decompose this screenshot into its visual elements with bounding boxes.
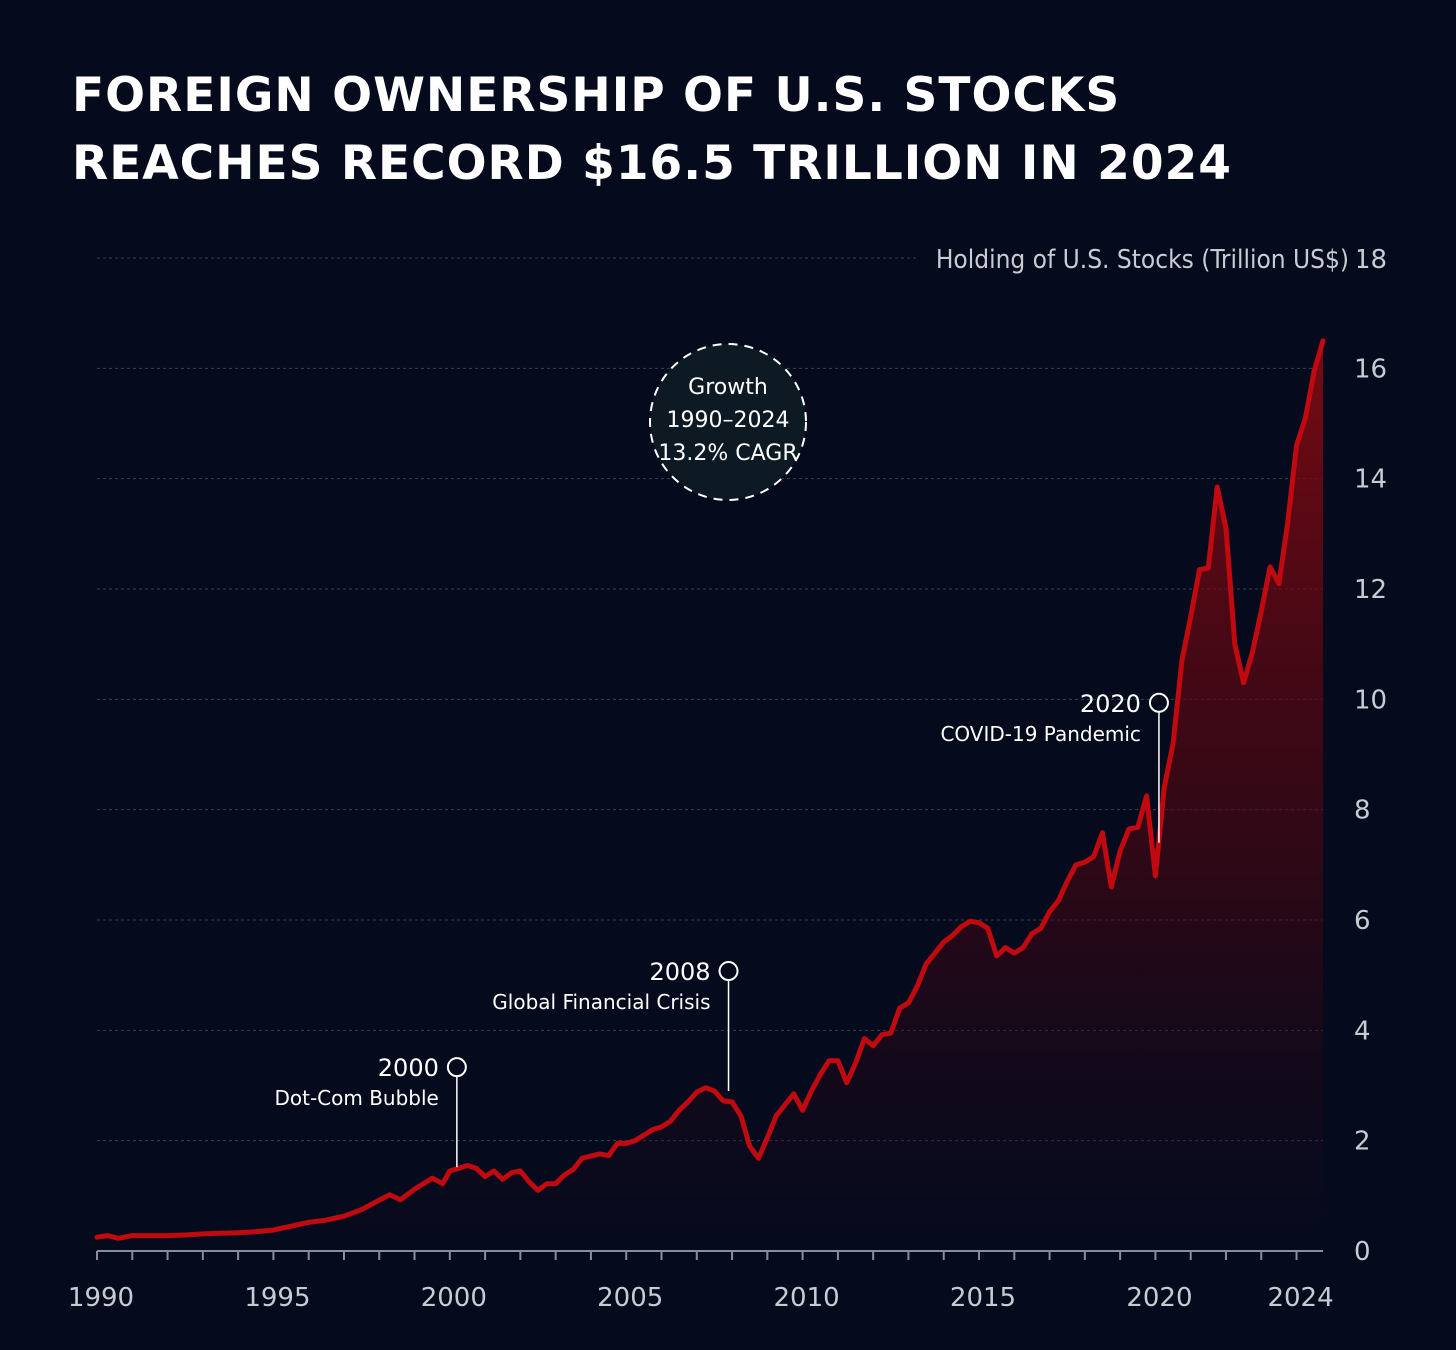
x-axis-ticks: 1990 1995 2000 2005 2010 2015 2020 2024 (68, 1251, 1334, 1313)
annotation-label-2020: COVID-19 Pandemic (940, 722, 1141, 746)
x-tick-label-1990: 1990 (68, 1283, 134, 1313)
y-tick-label-0: 0 (1354, 1237, 1371, 1267)
y-axis-label-background (918, 241, 1358, 277)
annotation-2000: 2000 Dot-Com Bubble (274, 1054, 467, 1168)
annotation-label-2000: Dot-Com Bubble (274, 1086, 438, 1110)
annotation-marker-2008 (718, 961, 739, 982)
y-tick-label-6: 6 (1354, 906, 1371, 936)
y-axis-label: Holding of U.S. Stocks (Trillion US$) (936, 245, 1349, 275)
x-tick-label-2015: 2015 (950, 1283, 1016, 1313)
annotation-year-2020: 2020 (1080, 690, 1141, 718)
badge-line-2: 1990–2024 (667, 408, 790, 433)
x-tick-label-2010: 2010 (774, 1283, 840, 1313)
annotation-year-2000: 2000 (378, 1054, 439, 1082)
y-tick-label-2: 2 (1354, 1127, 1371, 1157)
x-tick-label-2020: 2020 (1126, 1283, 1192, 1313)
x-tick-label-2000: 2000 (421, 1283, 487, 1313)
y-tick-label-10: 10 (1354, 685, 1387, 715)
chart-title-line-1: FOREIGN OWNERSHIP OF U.S. STOCKS (72, 68, 1121, 123)
x-tick-label-2005: 2005 (597, 1283, 663, 1313)
chart-title: FOREIGN OWNERSHIP OF U.S. STOCKS REACHES… (72, 62, 1372, 198)
annotations: 2000 Dot-Com Bubble 2008 Global Financial C… (274, 690, 1169, 1168)
x-tick-label-1995: 1995 (244, 1283, 310, 1313)
badge-line-3: 13.2% CAGR (658, 441, 797, 466)
annotation-label-2008: Global Financial Crisis (492, 990, 710, 1014)
annotation-marker-2000 (446, 1057, 467, 1078)
y-tick-label-14: 14 (1354, 465, 1387, 495)
y-tick-label-4: 4 (1354, 1016, 1371, 1046)
chart-title-line-2: REACHES RECORD $16.5 TRILLION IN 2024 (72, 136, 1232, 191)
annotation-2020: 2020 COVID-19 Pandemic (940, 690, 1169, 843)
y-tick-label-16: 16 (1354, 354, 1387, 384)
area-fill (97, 340, 1323, 1251)
y-tick-label-12: 12 (1354, 575, 1387, 605)
annotation-marker-2020 (1148, 692, 1169, 713)
y-tick-label-18: 18 (1354, 245, 1387, 275)
y-tick-label-8: 8 (1354, 796, 1371, 826)
annotation-2008: 2008 Global Financial Crisis (492, 958, 739, 1092)
badge-line-1: Growth (688, 375, 768, 400)
growth-badge: Growth 1990–2024 13.2% CAGR (649, 343, 807, 501)
annotation-year-2008: 2008 (649, 958, 710, 986)
x-tick-label-2024: 2024 (1267, 1283, 1333, 1313)
series-line (94, 338, 1326, 1241)
